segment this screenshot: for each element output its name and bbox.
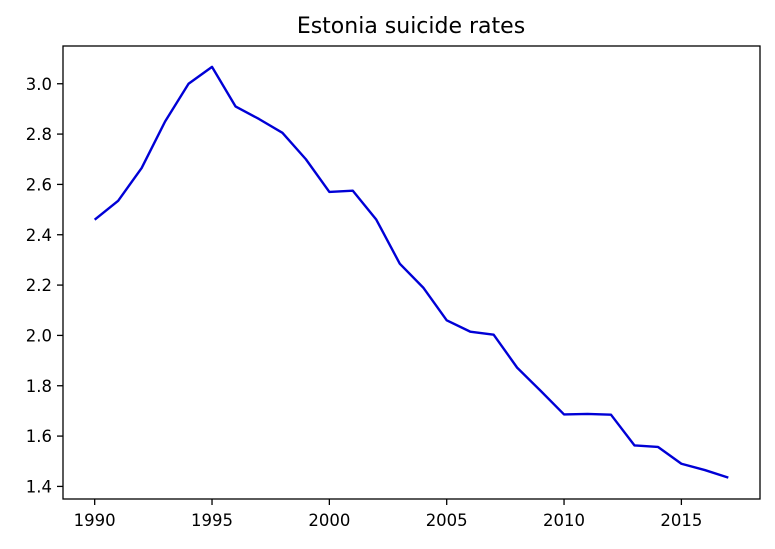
x-tick-label: 2015 [660,511,702,530]
y-tick-label: 2.2 [26,276,52,295]
x-tick-label: 1995 [191,511,233,530]
x-tick-label: 2000 [308,511,350,530]
y-tick-label: 2.0 [26,326,52,345]
x-tick-label: 2005 [426,511,468,530]
chart-title: Estonia suicide rates [297,14,525,39]
y-tick-label: 2.6 [26,175,52,194]
series-line [93,65,729,479]
y-axis: 1.4 1.6 1.8 2.0 2.2 2.4 2.6 2.8 3.0 [26,75,63,496]
x-axis: 1990 1995 2000 2005 2010 2015 [74,499,702,530]
x-tick-label: 2010 [543,511,585,530]
y-tick-label: 2.8 [26,125,52,144]
y-tick-label: 1.4 [26,477,52,496]
y-tick-label: 2.4 [26,226,52,245]
y-tick-label: 1.6 [26,427,52,446]
plot-series [93,65,729,479]
x-tick-label: 1990 [74,511,116,530]
y-tick-label: 1.8 [26,377,52,396]
plot-frame [62,45,761,500]
y-tick-label: 3.0 [26,75,52,94]
